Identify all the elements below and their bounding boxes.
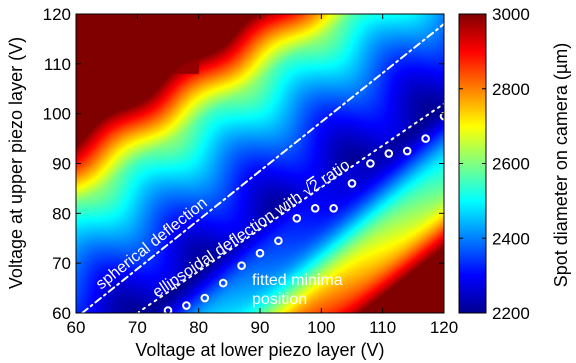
colorbar [459, 14, 486, 313]
colorbar-tick-label: 2400 [492, 229, 530, 248]
y-tick-label: 90 [52, 155, 71, 174]
fitted-minimum-marker [310, 204, 320, 213]
fitted-minimum-marker [347, 179, 357, 188]
fitted-minima-label: fitted minima [252, 272, 343, 289]
x-tick-label: 80 [189, 318, 208, 337]
y-tick-label: 120 [43, 5, 71, 24]
y-axis-label: Voltage at upper piezo layer (V) [6, 37, 26, 289]
fitted-minimum-marker [218, 278, 228, 288]
colorbar-tick-label: 3000 [492, 5, 530, 24]
colorbar-label: Spot diameter on camera (µm) [551, 43, 571, 287]
colorbar-tick-label: 2200 [492, 304, 530, 323]
y-tick-label: 110 [44, 55, 71, 74]
x-tick-label: 70 [128, 318, 147, 337]
x-tick-label: 110 [369, 318, 396, 337]
y-tick-label: 80 [52, 204, 71, 223]
x-axis-label: Voltage at lower piezo layer (V) [135, 340, 384, 360]
y-tick-label: 100 [43, 105, 71, 124]
fitted-minimum-marker [421, 134, 430, 143]
fitted-minimum-marker [274, 236, 283, 246]
fitted-minimum-marker [200, 293, 210, 303]
fitted-minima-label-2: position [252, 291, 307, 308]
fitted-minimum-marker [182, 301, 191, 310]
x-tick-label: 120 [430, 318, 458, 337]
fitted-minimum-marker [329, 204, 338, 213]
spherical-deflection-line [81, 22, 444, 313]
x-tick-label: 100 [307, 318, 335, 337]
fitted-minimum-marker [402, 146, 412, 156]
x-tick-label: 90 [251, 318, 270, 337]
x-tick-label: 60 [67, 318, 86, 337]
fitted-minimum-marker [439, 111, 444, 121]
fitted-minimum-marker [163, 306, 173, 313]
colorbar-tick-label: 2800 [492, 80, 530, 99]
colorbar-tick-label: 2600 [492, 155, 530, 174]
fitted-minimum-marker [255, 248, 265, 258]
ellipsoidal-deflection-line [136, 102, 444, 313]
fitted-minimum-marker [366, 159, 375, 168]
y-tick-label: 60 [52, 304, 71, 323]
fitted-minimum-marker [237, 261, 246, 270]
fitted-minimum-marker [292, 214, 302, 223]
fitted-minimum-marker [384, 149, 394, 158]
y-tick-label: 70 [52, 254, 71, 273]
